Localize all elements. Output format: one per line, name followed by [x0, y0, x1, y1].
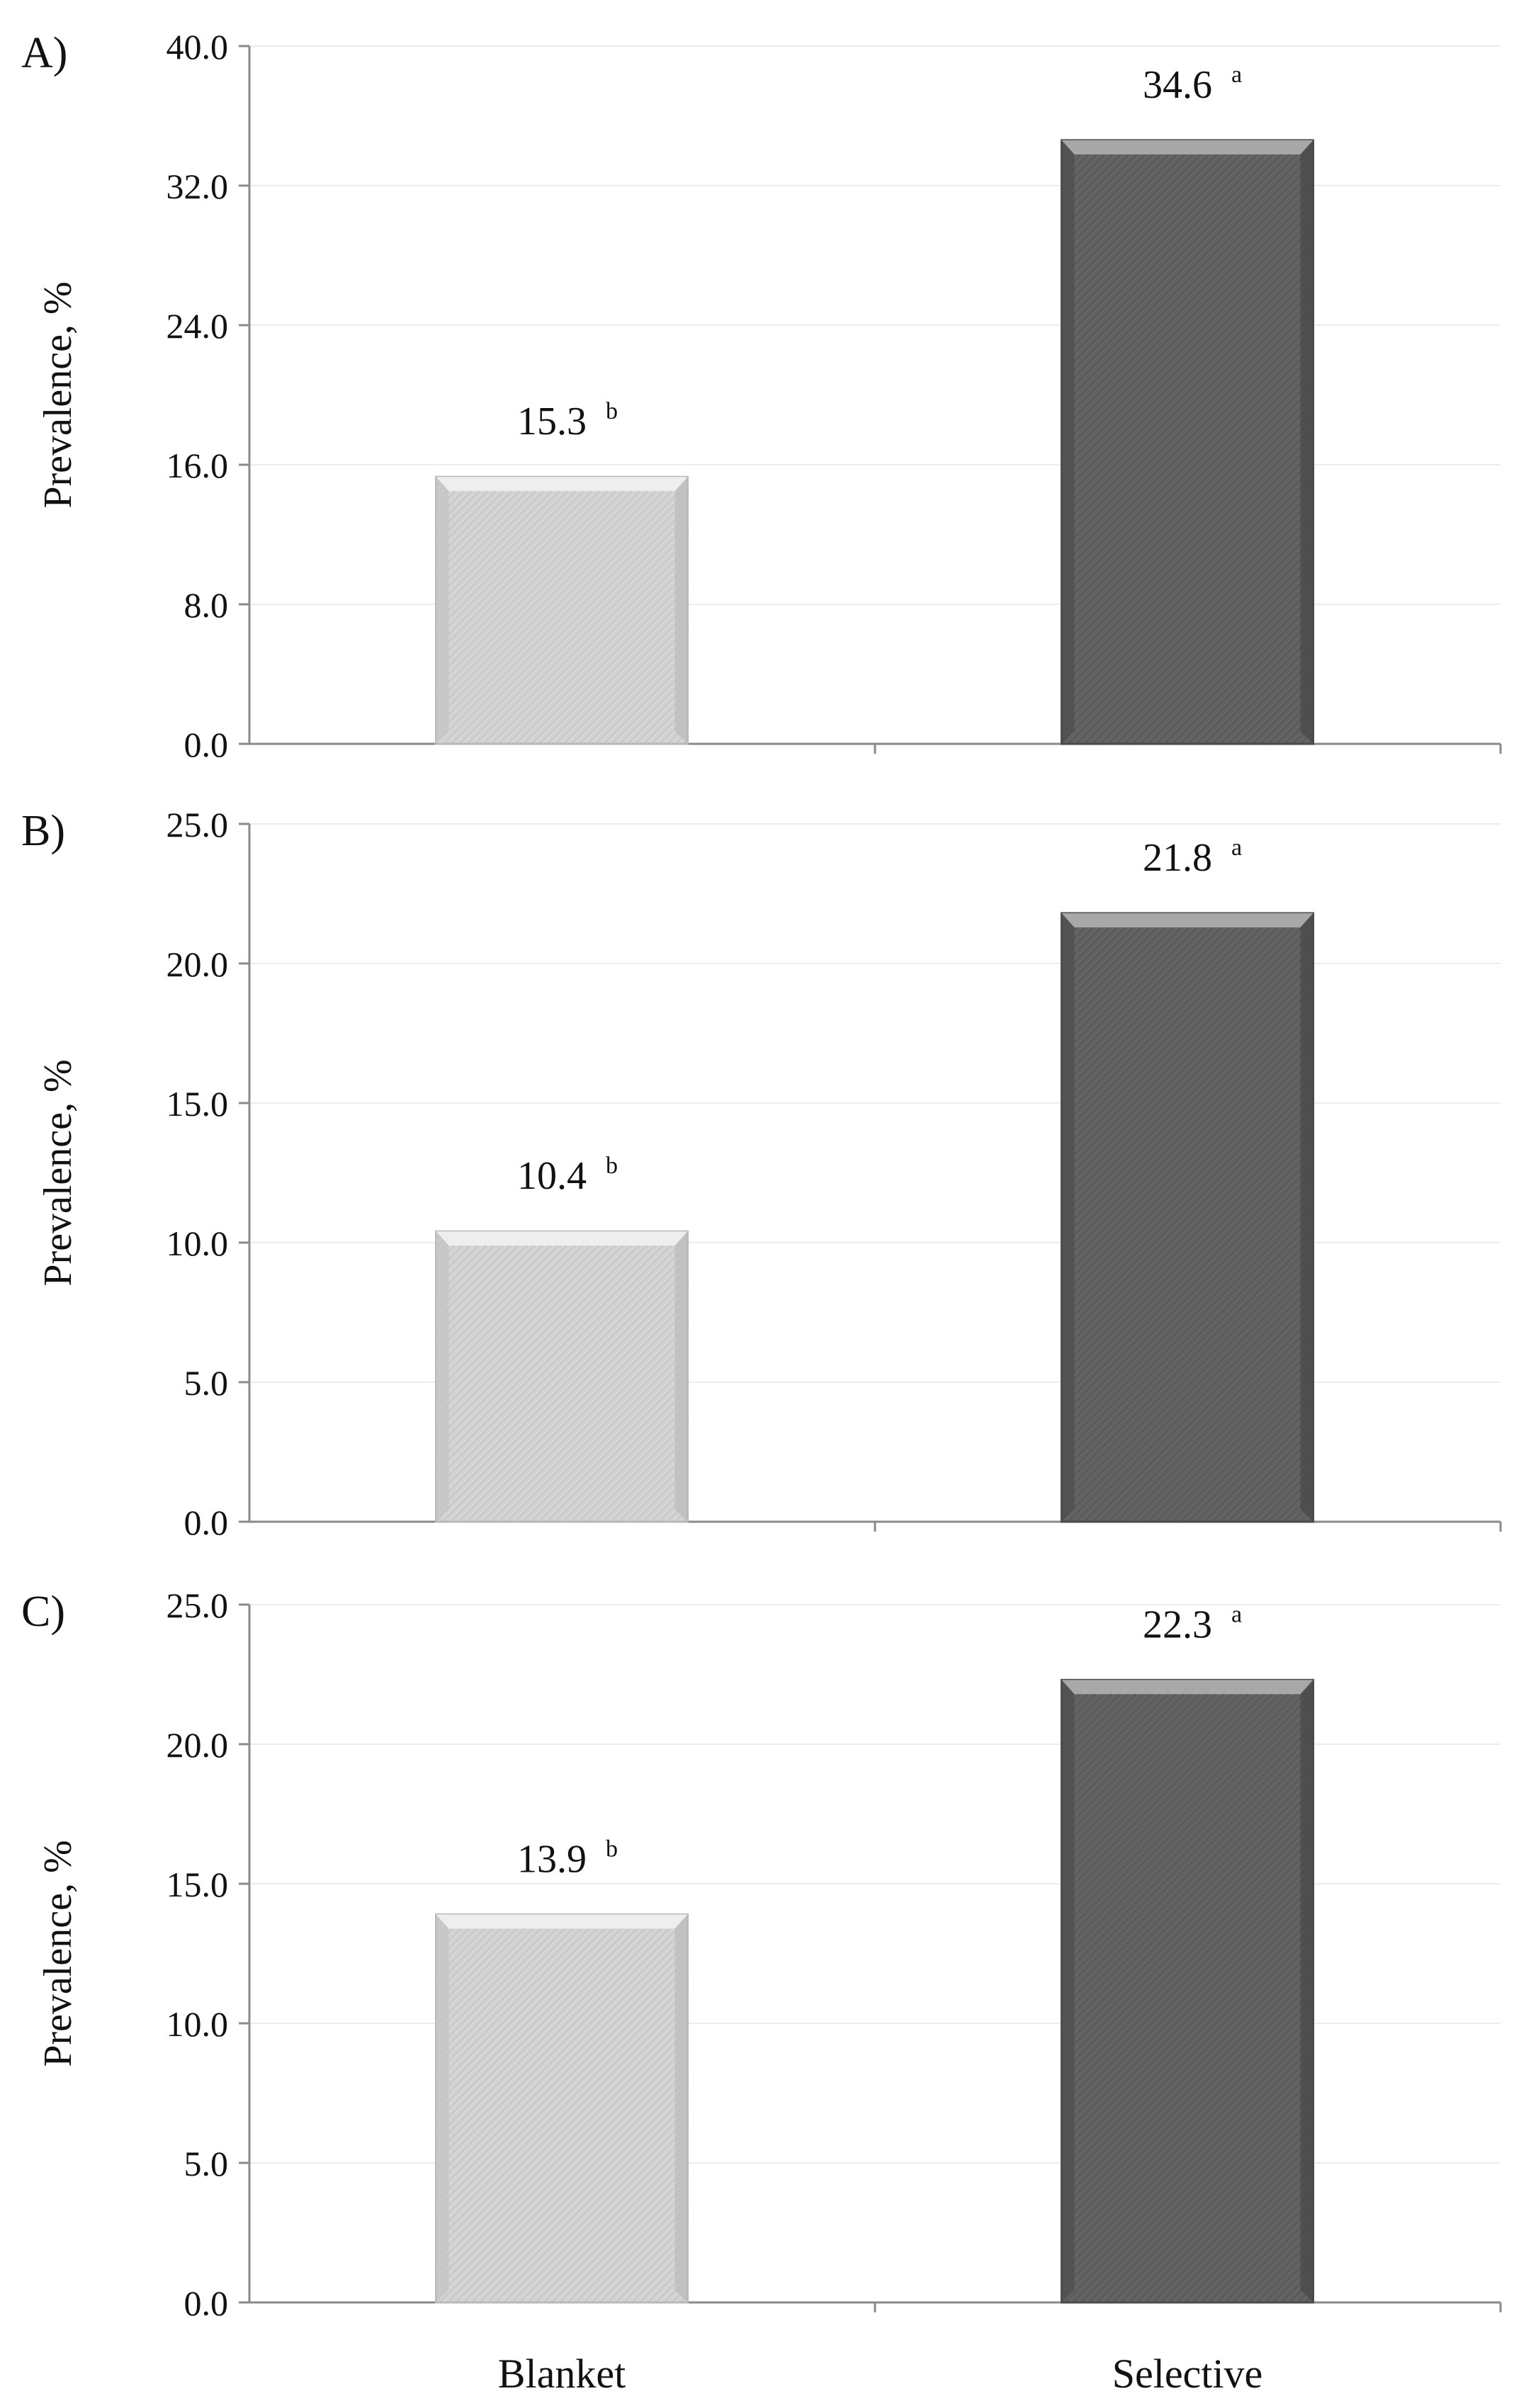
panel-label: C) — [21, 1588, 65, 1636]
y-tick-label: 40.0 — [166, 27, 229, 67]
y-axis-label: Prevalence, % — [36, 1059, 80, 1286]
bar-body — [435, 475, 689, 745]
bar-bevel-top — [1061, 913, 1314, 928]
chart-panel-c: 0.0 5.0 10.0 15.0 20.0 25.0 C) Prevalence, % 13.… — [21, 1585, 1502, 2397]
data-label-superscript: a — [1231, 1601, 1242, 1627]
y-axis-label: Prevalence, % — [36, 1840, 80, 2067]
bar-selective — [1061, 1678, 1314, 2304]
data-label-superscript: b — [606, 398, 618, 424]
y-tick-label: 10.0 — [166, 1223, 229, 1263]
data-label-superscript: b — [606, 1836, 618, 1862]
bar-blanket — [435, 1230, 689, 1523]
y-tick-label: 25.0 — [166, 1585, 229, 1625]
panel-label: B) — [21, 807, 65, 855]
bar-bevel-left — [436, 1231, 449, 1522]
bar-body — [435, 1230, 689, 1523]
y-tick-label: 32.0 — [166, 166, 229, 206]
bar-bevel-right — [1300, 140, 1314, 745]
data-label: 21.8 — [1143, 836, 1212, 880]
bar-blanket — [435, 475, 689, 745]
bar-selective — [1061, 139, 1314, 745]
bar-blanket — [435, 1913, 689, 2304]
bar-bevel-left — [1061, 140, 1075, 745]
bar-bevel-top — [1061, 140, 1314, 154]
bar-bevel-top — [436, 1231, 688, 1246]
y-tick-label: 0.0 — [184, 725, 229, 764]
bar-body — [1061, 912, 1314, 1523]
data-label: 10.4 — [517, 1154, 587, 1198]
y-axis-label: Prevalence, % — [36, 281, 80, 508]
y-tick-label: 8.0 — [184, 585, 229, 625]
bar-bevel-left — [436, 477, 449, 744]
bar-bevel-top — [436, 1914, 688, 1929]
bar-bevel-left — [436, 1914, 449, 2302]
data-label-superscript: b — [606, 1153, 618, 1179]
y-tick-label: 10.0 — [166, 2004, 229, 2044]
category-label: Blanket — [498, 2351, 626, 2397]
bar-bevel-left — [1061, 913, 1075, 1522]
bar-body — [1061, 1678, 1314, 2304]
bar-bevel-right — [674, 1914, 688, 2302]
bar-bevel-right — [674, 477, 688, 744]
y-tick-label: 0.0 — [184, 2283, 229, 2323]
bar-body — [435, 1913, 689, 2304]
y-tick-label: 20.0 — [166, 1725, 229, 1765]
y-tick-label: 5.0 — [184, 2144, 229, 2183]
bar-selective — [1061, 912, 1314, 1523]
chart-panel-b: 0.0 5.0 10.0 15.0 20.0 25.0 B) Prevalence, % 10.… — [21, 805, 1502, 1542]
y-tick-label: 15.0 — [166, 1084, 229, 1124]
data-label: 22.3 — [1143, 1602, 1212, 1646]
panel-label: A) — [21, 29, 67, 77]
data-label-superscript: a — [1231, 835, 1242, 861]
bar-body — [1061, 139, 1314, 745]
y-tick-label: 15.0 — [166, 1865, 229, 1904]
y-tick-label: 16.0 — [166, 446, 229, 485]
bar-bevel-top — [1061, 1680, 1314, 1695]
bar-bevel-right — [1300, 1680, 1314, 2302]
bar-bevel-right — [674, 1231, 688, 1522]
data-label: 15.3 — [517, 400, 587, 443]
bar-bevel-top — [436, 477, 688, 492]
y-tick-label: 0.0 — [184, 1503, 229, 1542]
data-label-superscript: a — [1231, 62, 1242, 88]
bar-bevel-right — [1300, 913, 1314, 1522]
chart-panel-a: 0.0 8.0 16.0 24.0 32.0 40.0 A) Prevalence, % 15.… — [21, 27, 1502, 764]
data-label: 34.6 — [1143, 63, 1212, 107]
y-tick-label: 25.0 — [166, 805, 229, 844]
data-label: 13.9 — [517, 1837, 587, 1881]
y-tick-label: 24.0 — [166, 306, 229, 346]
category-label: Selective — [1112, 2351, 1263, 2397]
y-tick-label: 5.0 — [184, 1363, 229, 1403]
y-tick-label: 20.0 — [166, 944, 229, 984]
bar-bevel-left — [1061, 1680, 1075, 2302]
